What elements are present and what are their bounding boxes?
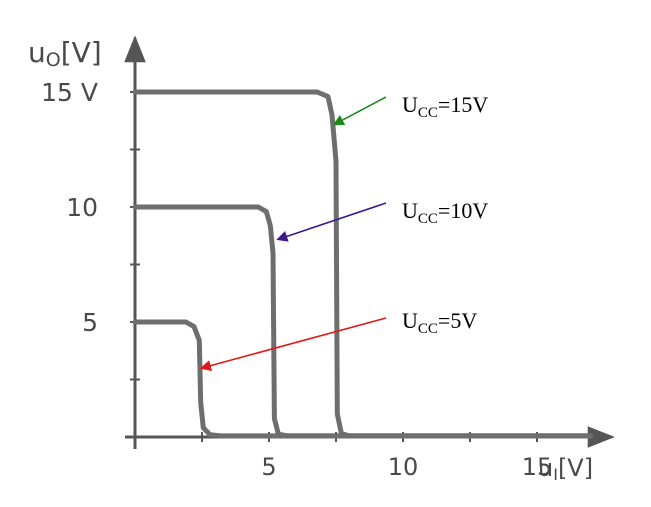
series-label-var: U	[402, 198, 418, 223]
x-tick-label: 15	[522, 453, 553, 481]
y-axis-label-sub: O	[46, 49, 61, 71]
annotation-arrow-0	[332, 96, 387, 126]
series-label-sub: CC	[418, 105, 438, 121]
series-label-2: UCC=5V	[402, 308, 477, 337]
x-tick-label: 5	[261, 453, 276, 481]
series-label-sub: CC	[418, 321, 438, 337]
series-label-value: =15V	[438, 92, 488, 117]
curves	[132, 89, 594, 439]
x-axis-label-unit: [V]	[558, 454, 593, 482]
y-tick-label: 10	[66, 193, 98, 222]
x-axis-label-var: u	[538, 454, 553, 482]
x-tick-label: 10	[388, 453, 419, 481]
series-line-2	[132, 319, 594, 439]
y-axis-label: uO[V]	[28, 36, 102, 71]
series-label-var: U	[402, 308, 418, 333]
y-axis-label-var: u	[28, 36, 46, 69]
series-line-0	[132, 89, 594, 439]
series-label-1: UCC=10V	[402, 198, 488, 227]
annotation-arrow-2	[199, 317, 387, 372]
y-tick-label: 5	[82, 308, 98, 337]
x-axis-label-sub: I	[553, 465, 558, 484]
annotation-arrow-1	[276, 202, 387, 242]
ticks: 5 10 15 5 10 15 V	[41, 78, 552, 481]
y-axis-label-unit: [V]	[61, 36, 102, 69]
series-label-value: =10V	[438, 198, 488, 223]
series-label-var: U	[402, 92, 418, 117]
series-line-1	[132, 204, 594, 439]
series-label-sub: CC	[418, 211, 438, 227]
series-label-value: =5V	[438, 308, 477, 333]
x-axis-label: uI[V]	[538, 454, 593, 484]
series-label-0: UCC=15V	[402, 92, 488, 121]
y-tick-label: 15 V	[41, 78, 98, 107]
